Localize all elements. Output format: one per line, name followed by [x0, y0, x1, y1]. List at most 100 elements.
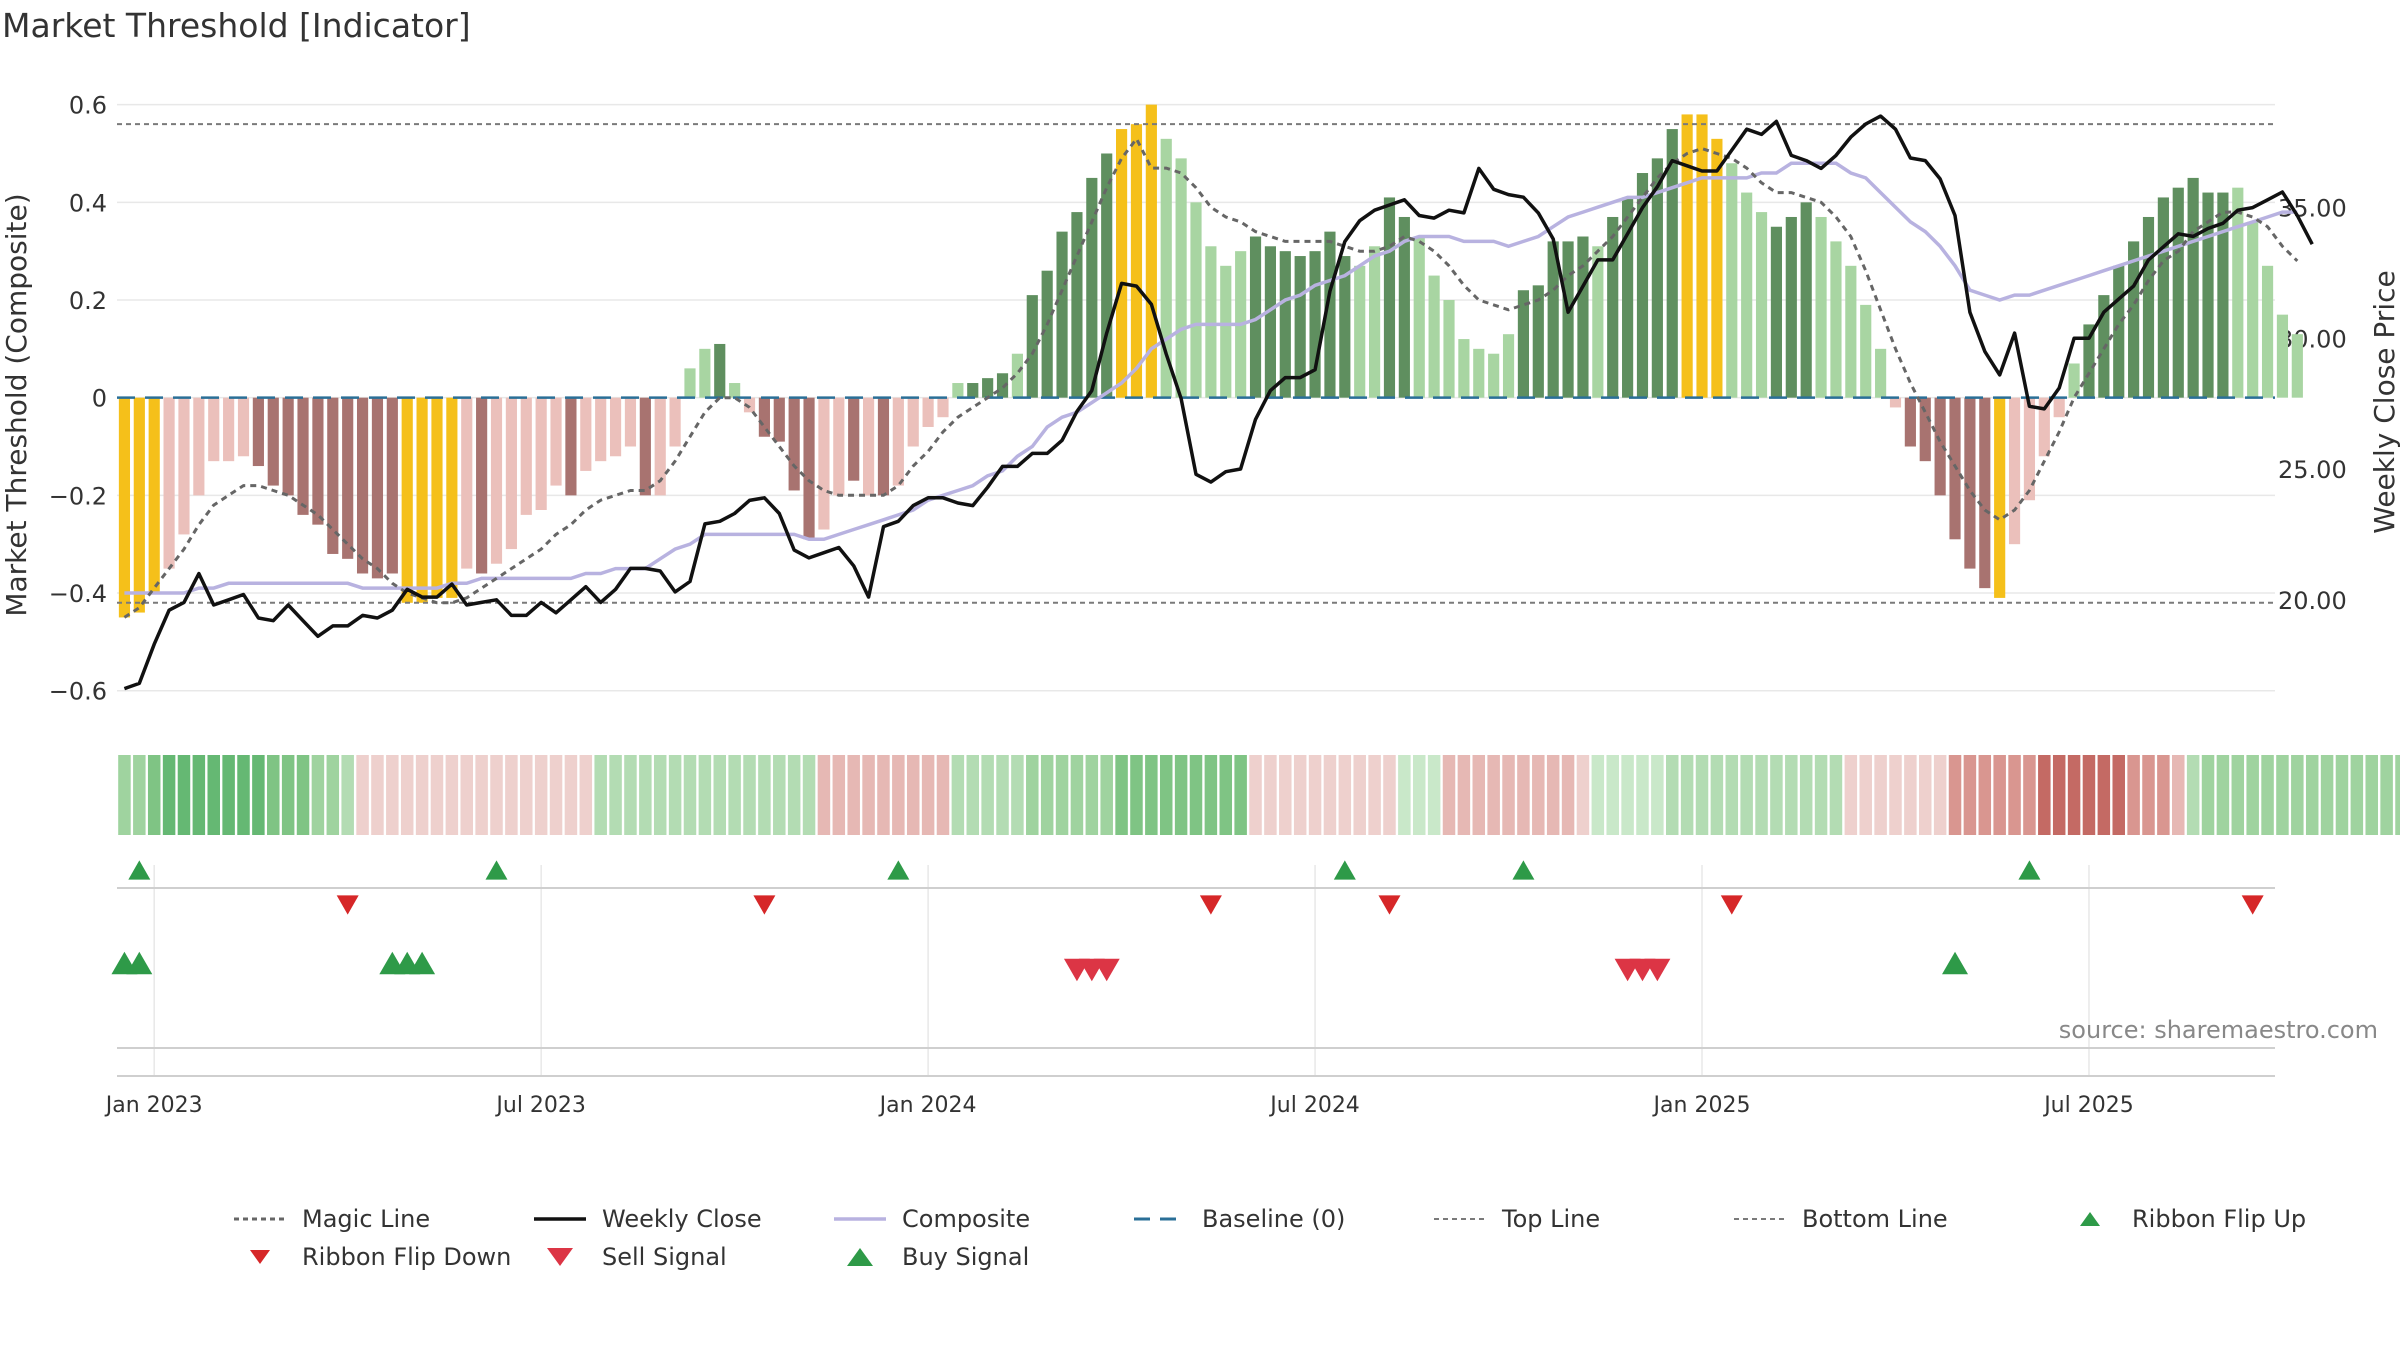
composite-bar [1592, 246, 1604, 398]
composite-bar [2261, 265, 2274, 398]
composite-bar [2276, 314, 2289, 398]
ribbon-cell [1532, 755, 1545, 835]
composite-bar [2202, 192, 2214, 398]
ribbon-cell [1695, 755, 1709, 835]
ribbon-cell [177, 755, 191, 835]
composite-bar [743, 397, 756, 413]
composite-bar [1562, 241, 1574, 398]
ribbon-cell [698, 755, 712, 835]
legend-swatch [234, 1217, 286, 1221]
ribbon-cell [1145, 755, 1158, 835]
ribbon-cell [1234, 755, 1247, 835]
composite-bar [1413, 236, 1425, 398]
y-tick-label: −0.6 [49, 678, 107, 706]
ribbon-cell [1889, 755, 1902, 835]
ribbon-cell [2112, 755, 2125, 835]
ribbon-cell [1546, 755, 1560, 835]
composite-bar [401, 397, 413, 603]
composite-bar [1800, 202, 1812, 398]
composite-bar [1309, 251, 1321, 398]
ribbon-cell [534, 755, 548, 835]
composite-bar [1815, 216, 1827, 398]
ribbon-cell [2395, 755, 2400, 835]
composite-bar [550, 397, 562, 486]
composite-bar [1205, 246, 1217, 398]
ribbon-cell [2320, 755, 2334, 835]
composite-bar [1473, 348, 1485, 398]
ribbon-cell [400, 755, 414, 835]
sell-signal-marker [1644, 958, 1671, 982]
buy-signal-marker [409, 951, 436, 975]
composite-bar [2038, 397, 2050, 457]
ribbon-cell [1561, 755, 1575, 835]
ribbon-cell [1785, 755, 1798, 835]
composite-bar [1101, 153, 1113, 398]
legend-label: Composite [902, 1205, 1031, 1233]
composite-bar [1517, 290, 1530, 398]
composite-bar [1071, 212, 1083, 398]
ribbon-cell [207, 755, 220, 835]
ribbon-cell [1933, 755, 1947, 835]
ribbon-cell [1606, 755, 1619, 835]
composite-bar [937, 397, 949, 418]
composite-bar [416, 397, 428, 603]
ribbon-cell [653, 755, 667, 835]
x-tick-label: Jan 2023 [104, 1093, 203, 1118]
ribbon-cell [877, 755, 890, 835]
ribbon-cell [2008, 755, 2021, 835]
composite-bar [1607, 216, 1619, 398]
composite-bar [193, 397, 205, 496]
ribbon-cell [1070, 755, 1084, 835]
y2-tick-label: 25.00 [2278, 456, 2347, 484]
composite-bar [729, 383, 741, 398]
ribbon-flip-down-marker [336, 895, 359, 915]
composite-bar [684, 368, 696, 398]
ribbon-cell [356, 755, 369, 835]
ribbon-cell [1011, 755, 1024, 835]
composite-bar [1785, 216, 1797, 398]
y-tick-label: 0.2 [69, 287, 107, 315]
ribbon-flip-up-marker [887, 860, 910, 880]
composite-bar [2128, 241, 2140, 398]
composite-bar [1160, 138, 1172, 398]
ribbon-cell [1844, 755, 1858, 835]
composite-bar [1532, 285, 1544, 398]
ribbon-cell [1710, 755, 1724, 835]
composite-bar [624, 397, 637, 447]
ribbon-cell [252, 755, 265, 835]
composite-bar [1651, 158, 1663, 398]
ribbon-flip-down-marker [1720, 895, 1743, 915]
composite-bar [327, 397, 339, 554]
ribbon-cell [520, 755, 533, 835]
ribbon-cell [1219, 755, 1233, 835]
y-tick-label: 0 [92, 385, 107, 413]
ribbon-cell [2127, 755, 2140, 835]
composite-bar [877, 397, 890, 496]
composite-bar [342, 397, 354, 559]
ribbon-cell [415, 755, 429, 835]
x-tick-label: Jan 2025 [1652, 1093, 1751, 1118]
ribbon-cell [1963, 755, 1977, 835]
buy-signal-marker [126, 951, 153, 975]
legend-item-bottom: Bottom Line [1730, 1205, 1948, 1233]
composite-bar [2187, 177, 2199, 398]
composite-bar [609, 397, 622, 457]
ribbon-cell [1308, 755, 1322, 835]
composite-bar [1577, 236, 1589, 398]
composite-bar [2217, 192, 2229, 398]
ribbon-cell [2097, 755, 2111, 835]
composite-bar [1964, 397, 1976, 569]
ribbon-cell [609, 755, 622, 835]
ribbon-cell [668, 755, 682, 835]
ribbon-cell [743, 755, 756, 835]
composite-bar [1383, 197, 1396, 398]
ribbon-cell [2246, 755, 2259, 835]
ribbon-flip-up-marker [128, 860, 151, 880]
ribbon-cell [133, 755, 146, 835]
ribbon-flip-up-marker [1512, 860, 1535, 880]
ribbon-cell [2201, 755, 2215, 835]
composite-bar [1875, 348, 1887, 398]
ribbon-cell [1680, 755, 1694, 835]
ribbon-cell [1993, 755, 2006, 835]
composite-bar [967, 383, 979, 398]
